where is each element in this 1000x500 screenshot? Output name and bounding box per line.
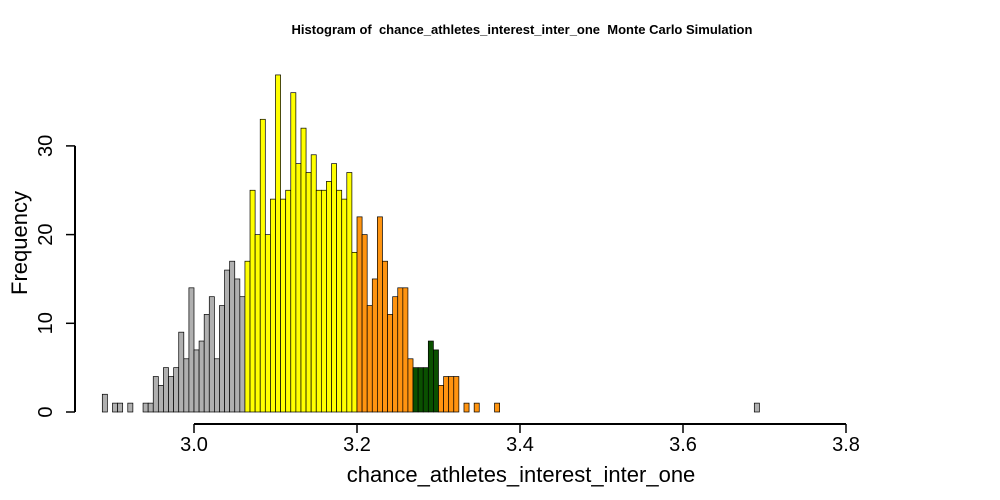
histogram-bar — [254, 234, 261, 413]
histogram-bar — [346, 172, 353, 413]
histogram-bar — [203, 314, 210, 413]
histogram-bar — [336, 189, 343, 413]
histogram-bar — [397, 287, 404, 413]
histogram-bar — [356, 216, 363, 413]
y-tick-label: 10 — [35, 312, 57, 334]
y-tick-label: 0 — [35, 406, 57, 417]
histogram-bar — [351, 251, 358, 413]
histogram-bar — [239, 296, 246, 413]
histogram-bar — [310, 154, 317, 413]
histogram-bar — [326, 181, 332, 413]
histogram-bar — [249, 189, 256, 413]
histogram-bar — [366, 305, 373, 413]
histogram-bar — [361, 234, 368, 413]
histogram-bar — [198, 340, 205, 413]
histogram-bar — [438, 385, 444, 413]
histogram-bar — [152, 376, 159, 413]
histogram-bar — [305, 172, 312, 413]
histogram-bar — [473, 402, 480, 413]
y-tick-label: 30 — [35, 135, 57, 157]
histogram-bar — [407, 358, 414, 413]
histogram-bar — [183, 358, 190, 413]
histogram-bar — [264, 234, 271, 413]
histogram-bar — [112, 402, 118, 413]
histogram-bar — [244, 260, 251, 413]
histogram-bar — [193, 349, 200, 413]
histogram-bar — [285, 189, 292, 413]
histogram-bar — [214, 358, 220, 413]
histogram-bar — [402, 287, 409, 413]
histogram-bar — [320, 189, 327, 413]
histogram-bar — [178, 331, 185, 413]
histogram-bar — [443, 376, 450, 413]
histogram-bars — [101, 74, 760, 413]
histogram-bar — [753, 402, 760, 413]
histogram-bar — [427, 340, 434, 413]
x-tick-label: 3.0 — [180, 434, 208, 456]
histogram-bar — [387, 314, 393, 413]
histogram-bar — [422, 367, 429, 413]
x-axis-ticks: 3.0 3.2 3.4 3.6 3.8 — [180, 424, 860, 456]
x-tick-label: 3.4 — [506, 434, 534, 456]
histogram-bar — [168, 376, 174, 413]
chart-title: Histogram of chance_athletes_interest_in… — [291, 22, 753, 37]
histogram-bar — [341, 198, 348, 413]
histogram-bar — [270, 198, 276, 413]
histogram-bar — [448, 376, 455, 413]
histogram-bar — [224, 269, 230, 413]
x-tick-label: 3.6 — [669, 434, 697, 456]
histogram-bar — [315, 189, 322, 413]
histogram-bar — [412, 367, 419, 413]
histogram-bar — [300, 127, 307, 413]
x-axis-label: chance_athletes_interest_inter_one — [347, 462, 696, 487]
histogram-bar — [163, 367, 169, 413]
histogram-bar — [275, 74, 281, 413]
histogram-bar — [127, 402, 134, 413]
x-tick-label: 3.8 — [832, 434, 860, 456]
histogram-bar — [392, 296, 399, 413]
y-axis-label: Frequency — [7, 191, 32, 295]
histogram-bar — [494, 402, 500, 413]
histogram-bar — [377, 216, 383, 413]
histogram-bar — [259, 118, 266, 413]
x-tick-label: 3.2 — [343, 434, 371, 456]
histogram-bar — [188, 287, 195, 413]
histogram-bar — [219, 305, 225, 413]
y-axis-ticks: 0 10 20 30 — [35, 135, 75, 418]
histogram-bar — [331, 163, 337, 413]
histogram-bar — [463, 402, 470, 413]
histogram-bar — [142, 402, 149, 413]
histogram-bar — [290, 92, 297, 413]
histogram-bar — [234, 278, 241, 413]
histogram-bar — [371, 278, 378, 413]
y-tick-label: 20 — [35, 223, 57, 245]
histogram-bar — [433, 349, 439, 413]
histogram-bar — [117, 402, 124, 413]
histogram-bar — [417, 367, 424, 413]
histogram-bar — [453, 376, 460, 413]
histogram-bar — [295, 163, 302, 413]
histogram-bar — [229, 260, 236, 413]
histogram-bar — [101, 393, 108, 413]
histogram-bar — [147, 402, 154, 413]
histogram-bar — [382, 260, 388, 413]
histogram-bar — [280, 198, 287, 413]
histogram-bar — [208, 296, 215, 413]
histogram-bar — [173, 367, 180, 413]
histogram-bar — [157, 385, 164, 413]
